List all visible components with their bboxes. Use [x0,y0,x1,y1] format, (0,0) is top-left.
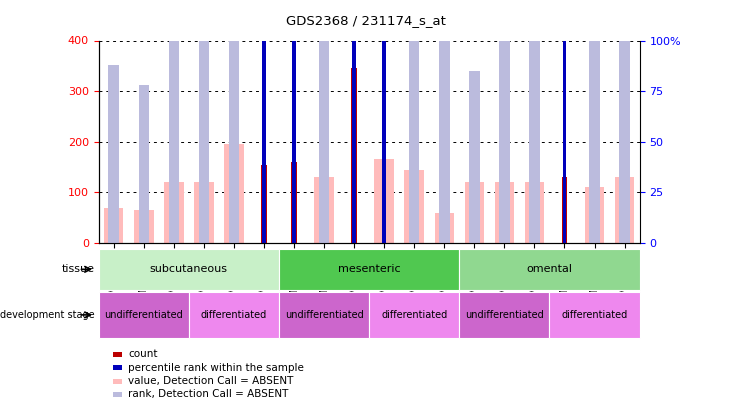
Bar [104,207,124,243]
Bar [199,0,209,243]
Bar [164,182,183,243]
Bar [439,40,450,243]
Bar [108,65,119,243]
Bar [229,0,239,243]
Bar [99,292,189,338]
Bar [619,0,630,243]
Bar [563,0,567,243]
Bar [459,249,640,290]
Bar [134,210,154,243]
Bar [194,182,213,243]
Text: tissue: tissue [62,264,95,274]
Bar [550,292,640,338]
Text: mesenteric: mesenteric [338,264,401,274]
Text: count: count [128,350,157,359]
Bar [465,182,484,243]
Bar [262,0,266,243]
Bar [319,0,330,243]
Text: value, Detection Call = ABSENT: value, Detection Call = ABSENT [128,376,293,386]
Bar [261,164,267,243]
Bar [292,0,296,243]
Text: omental: omental [526,264,572,274]
Bar [525,182,544,243]
Bar [585,187,605,243]
Text: GDS2368 / 231174_s_at: GDS2368 / 231174_s_at [286,14,445,27]
Bar [352,68,357,243]
Text: rank, Detection Call = ABSENT: rank, Detection Call = ABSENT [128,390,288,399]
Bar [409,0,420,243]
Bar [404,170,424,243]
Bar [495,182,514,243]
Text: undifferentiated: undifferentiated [465,310,544,320]
Bar [589,20,600,243]
Text: undifferentiated: undifferentiated [105,310,183,320]
Text: differentiated: differentiated [561,310,628,320]
Bar [529,0,539,243]
Bar [224,144,243,243]
Bar [189,292,279,338]
Bar [382,0,386,243]
Bar [352,0,356,243]
Bar [369,292,459,338]
Bar [292,162,297,243]
Bar [615,177,635,243]
Bar [169,0,179,243]
Text: subcutaneous: subcutaneous [150,264,228,274]
Text: differentiated: differentiated [381,310,447,320]
Bar [434,213,454,243]
Bar [279,249,459,290]
Bar [469,71,480,243]
Bar [499,0,510,243]
Text: differentiated: differentiated [201,310,267,320]
Text: percentile rank within the sample: percentile rank within the sample [128,363,304,373]
Bar [562,177,567,243]
Bar [279,292,369,338]
Bar [138,85,149,243]
Text: undifferentiated: undifferentiated [284,310,363,320]
Bar [314,177,334,243]
Text: development stage: development stage [1,310,95,320]
Bar [99,249,279,290]
Bar [459,292,550,338]
Bar [374,160,394,243]
